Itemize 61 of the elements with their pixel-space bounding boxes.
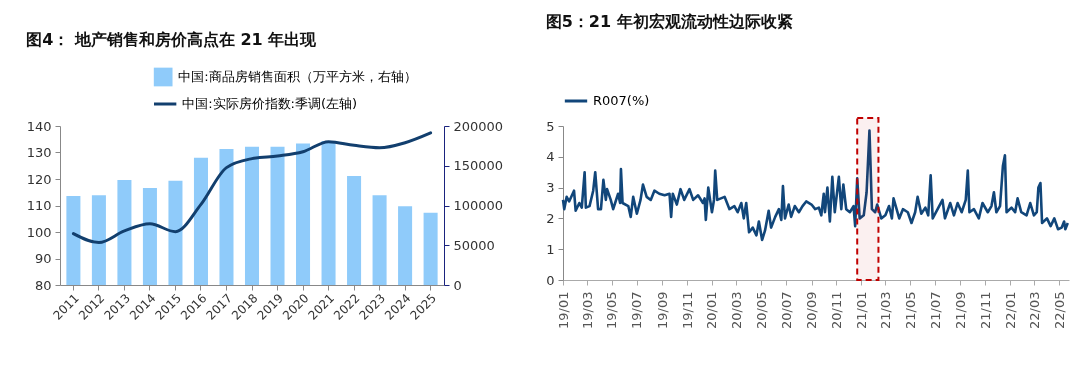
- x-tick-label: 21/05: [902, 291, 918, 329]
- y-tick-label: 130: [26, 145, 52, 160]
- y2-tick-label: 100000: [453, 198, 504, 213]
- legend-label: 中国:实际房价指数:季调(左轴): [182, 96, 358, 111]
- y-tick-label: 0: [546, 272, 555, 288]
- bar: [117, 180, 132, 285]
- x-tick-label: 19/05: [604, 291, 620, 329]
- y2-tick-label: 200000: [453, 118, 504, 134]
- y-tick-label: 90: [34, 251, 52, 266]
- bar: [219, 149, 234, 285]
- y-tick-label: 100: [26, 224, 52, 240]
- x-tick-label: 21/03: [877, 291, 893, 329]
- y-tick-label: 1: [546, 241, 555, 257]
- x-tick-label: 22/05: [1051, 291, 1067, 329]
- y-tick-label: 80: [34, 277, 52, 293]
- chart-title: 图5：21 年初宏观流动性边际收紧: [545, 12, 793, 31]
- bar: [347, 176, 362, 285]
- legend-label: 中国:商品房销售面积（万平方米，右轴）: [178, 69, 417, 84]
- y-tick-label: 2: [546, 210, 555, 226]
- y2-tick-label: 50000: [453, 237, 495, 253]
- bar: [398, 206, 413, 285]
- y2-tick-label: 150000: [453, 158, 504, 174]
- x-tick-label: 22/01: [1002, 291, 1018, 329]
- chart-title: 图4： 地产销售和房价高点在 21 年出现: [26, 30, 318, 49]
- x-tick-label: 21/11: [977, 291, 993, 329]
- bar: [66, 195, 81, 285]
- bar: [423, 212, 438, 285]
- y-tick-label: 110: [26, 198, 52, 213]
- line-series: [561, 129, 1070, 242]
- x-tick-label: 20/09: [804, 291, 820, 329]
- x-tick-label: 20/07: [778, 291, 794, 329]
- x-tick-label: 20/01: [704, 291, 720, 329]
- bar: [244, 146, 260, 285]
- y-tick-label: 4: [546, 149, 555, 165]
- bar: [321, 141, 336, 285]
- x-tick-label: 20/11: [828, 291, 844, 329]
- x-tick-label: 20/03: [728, 291, 744, 329]
- x-tick-label: 21/09: [952, 291, 968, 329]
- bar: [270, 146, 285, 285]
- x-tick-label: 22/03: [1026, 291, 1042, 329]
- x-tick-label: 20/05: [753, 291, 769, 329]
- y-tick-label: 3: [546, 180, 555, 196]
- x-tick-label: 19/07: [629, 291, 645, 329]
- x-tick-label: 19/11: [679, 291, 695, 329]
- y-tick-label: 120: [26, 171, 52, 187]
- bar: [168, 180, 183, 285]
- x-tick-label: 21/01: [853, 291, 869, 329]
- x-tick-label: 19/01: [555, 291, 571, 329]
- x-tick-label: 19/09: [654, 291, 670, 329]
- bar: [193, 157, 208, 285]
- legend-label: R007(%): [593, 93, 650, 108]
- bar: [91, 195, 106, 285]
- bar: [142, 188, 157, 285]
- x-tick-label: 19/03: [579, 291, 595, 329]
- y-tick-label: 5: [546, 118, 555, 134]
- y2-tick-label: 0: [453, 277, 462, 293]
- bar: [372, 195, 387, 285]
- y-tick-label: 140: [26, 118, 52, 134]
- bar: [296, 143, 311, 285]
- x-tick-label: 21/07: [927, 291, 943, 329]
- line-series: [71, 131, 433, 245]
